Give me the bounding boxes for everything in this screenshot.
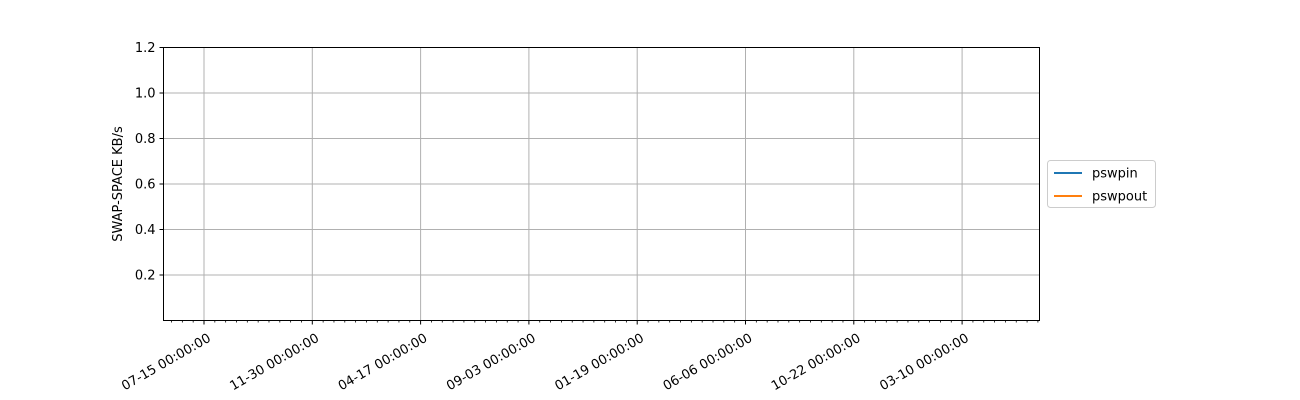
- y-tick-label: 0.6: [135, 178, 156, 193]
- x-tick-label: 06-06 00:00:00: [661, 331, 755, 394]
- legend-label: pswpin: [1092, 167, 1138, 182]
- x-tick-label: 07-15 00:00:00: [119, 331, 213, 394]
- grid: [163, 47, 1040, 321]
- legend: pswpin pswpout: [1047, 160, 1156, 208]
- x-tick-label: 01-19 00:00:00: [552, 331, 646, 394]
- y-axis-label: SWAP-SPACE KB/s: [111, 126, 126, 242]
- y-tick-label: 0.2: [135, 269, 156, 284]
- y-tick-label: 1.0: [135, 87, 156, 102]
- x-tick-label: 03-10 00:00:00: [877, 331, 971, 394]
- legend-label: pswpout: [1092, 190, 1147, 205]
- x-axis: 07-15 00:00:00 11-30 00:00:00 04-17 00:00:…: [119, 320, 1039, 394]
- x-tick-label: 11-30 00:00:00: [228, 331, 322, 394]
- y-tick-label: 0.8: [135, 132, 156, 147]
- y-tick-label: 0.4: [135, 223, 156, 238]
- y-axis: 0.2 0.4 0.6 0.8 1.0 1.2: [135, 41, 164, 284]
- y-tick-label: 1.2: [135, 41, 156, 56]
- x-tick-label: 10-22 00:00:00: [769, 331, 863, 394]
- x-tick-label: 09-03 00:00:00: [444, 331, 538, 394]
- x-tick-label: 04-17 00:00:00: [336, 331, 430, 394]
